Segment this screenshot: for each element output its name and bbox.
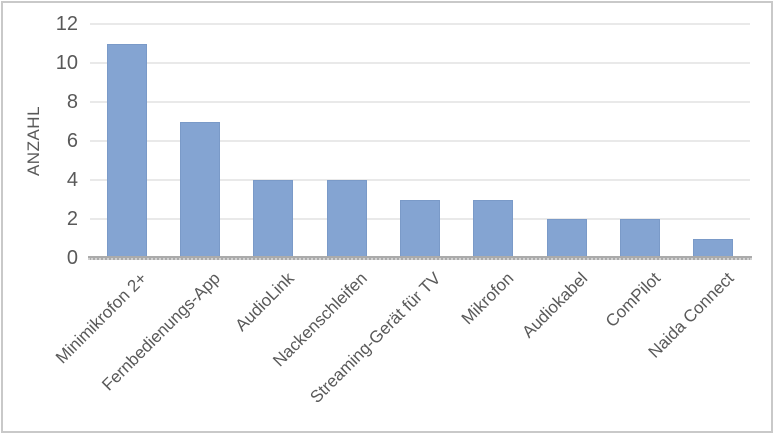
x-category-label-7: Audiokabel — [517, 268, 591, 342]
x-category-label-8: ComPilot — [601, 268, 665, 331]
x-category-label-3: AudioLink — [231, 268, 298, 335]
y-tick-label-12: 12 — [55, 13, 78, 35]
y-tick-label-8: 8 — [66, 91, 78, 113]
bar-1 — [106, 43, 147, 258]
y-tick-label-0: 0 — [66, 247, 78, 269]
gridline-y-10 — [90, 62, 750, 64]
x-axis-line — [88, 256, 752, 260]
bar-4 — [326, 180, 367, 258]
gridline-y-12 — [90, 23, 750, 25]
gridline-y-8 — [90, 101, 750, 103]
y-tick-label-10: 10 — [55, 52, 78, 74]
y-tick-label-2: 2 — [66, 208, 78, 230]
bar-3 — [253, 180, 294, 258]
plot-area — [88, 23, 752, 260]
bar-6 — [473, 199, 514, 258]
bar-7 — [546, 219, 587, 258]
bar-8 — [620, 219, 660, 258]
bar-5 — [400, 199, 440, 258]
y-tick-label-4: 4 — [66, 169, 78, 191]
y-tick-label-6: 6 — [66, 130, 78, 152]
bar-2 — [180, 121, 220, 258]
gridline-y-6 — [90, 140, 750, 142]
bar-9 — [693, 238, 734, 258]
x-category-label-6: Mikrofon — [457, 268, 518, 329]
x-category-label-5: Streaming-Gerät für TV — [306, 268, 445, 407]
gridline-y-4 — [90, 179, 750, 181]
